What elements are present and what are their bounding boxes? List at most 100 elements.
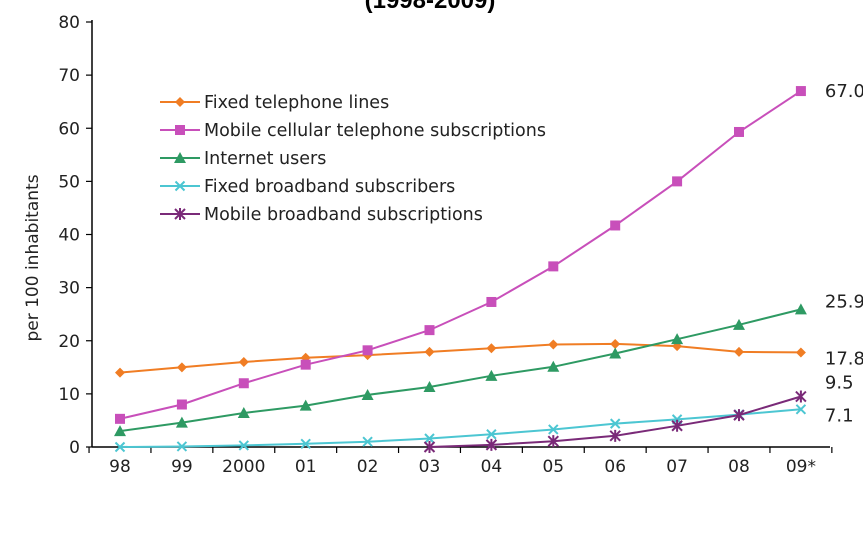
data-point [176, 399, 187, 410]
x-tick-label: 08 [728, 457, 750, 477]
legend-entry: Mobile cellular telephone subscriptions [160, 121, 546, 141]
data-point [300, 359, 311, 370]
y-tick-label: 20 [58, 332, 80, 352]
y-tick-label: 10 [58, 385, 80, 405]
data-point [609, 418, 621, 429]
data-point [486, 343, 497, 354]
legend-swatch-marker [174, 208, 186, 220]
data-point [362, 345, 373, 356]
data-point [795, 347, 806, 358]
y-tick-label: 80 [58, 13, 80, 33]
data-point [547, 435, 560, 448]
x-tick-label: 2000 [222, 457, 265, 477]
y-tick-label: 50 [58, 172, 80, 192]
data-point [114, 441, 126, 453]
series-mobile-cellular-telephone-subscriptions [115, 86, 806, 424]
y-tick-label: 0 [69, 438, 80, 458]
data-point [548, 261, 559, 272]
data-point [299, 399, 312, 411]
data-point [362, 436, 373, 447]
x-tick-label: 02 [357, 457, 379, 477]
data-point [609, 429, 621, 442]
data-point [672, 176, 683, 187]
data-point [175, 416, 188, 428]
data-point [176, 441, 188, 452]
data-point [238, 357, 249, 367]
y-axis-label: per 100 inhabitants [23, 174, 43, 341]
x-tick-label: 01 [295, 457, 317, 477]
data-point [115, 367, 125, 378]
series-line [119, 342, 801, 374]
series-layer: 17.8 67.0 25.9 7.1 9.5 [114, 81, 863, 453]
data-point [610, 220, 621, 231]
data-point [795, 86, 806, 97]
legend-swatch-marker [174, 180, 186, 192]
data-point [424, 433, 435, 444]
chart-title: (1998-2009) [365, 0, 496, 14]
data-point [733, 409, 745, 422]
data-point [361, 388, 374, 400]
data-point [486, 429, 497, 440]
legend-label: Internet users [204, 149, 326, 169]
legend-label: Fixed broadband subscribers [204, 177, 455, 197]
data-point [238, 440, 250, 451]
data-point [486, 296, 497, 307]
data-point [423, 441, 436, 453]
x-tick-label: 06 [604, 457, 626, 477]
y-tick-label: 30 [58, 279, 80, 299]
data-point [671, 419, 683, 432]
legend-entry: Fixed telephone lines [160, 93, 389, 113]
data-point [795, 390, 807, 403]
data-point [237, 407, 250, 418]
x-tick-label: 04 [481, 457, 503, 477]
data-point [485, 369, 498, 381]
data-point [795, 404, 807, 415]
series-line [119, 408, 801, 448]
data-point [734, 346, 744, 357]
series-line [119, 90, 802, 420]
end-value-label: 67.0 [825, 81, 863, 102]
legend-label: Mobile cellular telephone subscriptions [204, 121, 546, 141]
data-point [794, 303, 807, 315]
series-internet-users [114, 303, 807, 437]
legend-entry: Internet users [160, 149, 326, 169]
data-point [734, 126, 744, 137]
data-point [610, 338, 621, 349]
series-fixed-broadband-subscribers [114, 404, 807, 453]
legend: Fixed telephone lines Mobile cellular tel… [160, 93, 546, 225]
legend-entry: Mobile broadband subscriptions [160, 205, 483, 225]
legend-swatch-marker [175, 97, 185, 107]
data-point [609, 347, 622, 359]
y-tick-label: 70 [58, 66, 80, 86]
legend-label: Mobile broadband subscriptions [204, 205, 483, 225]
data-point [485, 438, 498, 451]
x-tick-label: 98 [109, 457, 131, 477]
axes: 0 10 20 30 40 50 60 70 80 98 99 2000 01 02 03 04 05 06 07 0… [58, 13, 833, 477]
data-point [300, 438, 311, 450]
x-tick-label: 05 [542, 457, 564, 477]
data-point [238, 378, 249, 389]
data-point [424, 346, 435, 357]
end-value-label: 25.9 [825, 291, 863, 312]
x-tick-label: 09* [786, 457, 816, 477]
series-line [119, 308, 802, 433]
x-tick-label: 07 [666, 457, 688, 477]
data-point [671, 333, 684, 345]
data-point [115, 413, 125, 424]
data-point [114, 425, 126, 437]
legend-label: Fixed telephone lines [204, 93, 389, 113]
data-point [548, 424, 559, 435]
data-point [424, 325, 435, 336]
end-value-label: 17.8 [825, 348, 863, 369]
legend-swatch-marker [174, 152, 186, 163]
data-point [733, 318, 745, 330]
x-tick-label: 99 [171, 457, 193, 477]
end-value-label: 9.5 [825, 373, 854, 394]
series-fixed-telephone-lines [115, 338, 806, 378]
x-tick-label: 03 [419, 457, 441, 477]
series-mobile-broadband-subscriptions [423, 390, 807, 453]
data-point [423, 380, 436, 392]
data-point [176, 362, 187, 373]
legend-swatch-marker [175, 125, 185, 135]
